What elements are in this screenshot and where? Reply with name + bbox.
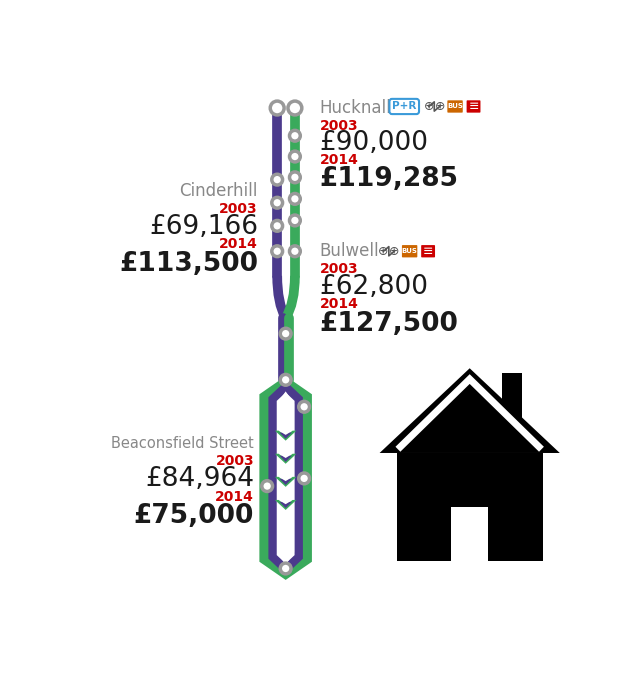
Circle shape: [280, 563, 291, 574]
Text: 2003: 2003: [216, 454, 254, 468]
Text: ≡: ≡: [469, 100, 479, 113]
Text: ≡: ≡: [423, 245, 434, 258]
FancyBboxPatch shape: [421, 245, 435, 257]
Circle shape: [299, 473, 309, 484]
Text: 2003: 2003: [320, 119, 358, 133]
PathPatch shape: [277, 391, 294, 565]
PathPatch shape: [275, 500, 297, 510]
Circle shape: [290, 194, 301, 205]
Text: £62,800: £62,800: [320, 273, 429, 299]
Text: £69,166: £69,166: [149, 213, 258, 239]
PathPatch shape: [280, 479, 292, 485]
Text: 2014: 2014: [215, 490, 254, 504]
Circle shape: [272, 246, 283, 256]
Text: BUS: BUS: [447, 104, 463, 110]
PathPatch shape: [280, 456, 292, 462]
PathPatch shape: [275, 477, 297, 487]
Text: 2014: 2014: [320, 297, 358, 312]
Text: ⊕: ⊕: [389, 245, 399, 258]
Circle shape: [280, 328, 291, 339]
Circle shape: [270, 101, 284, 115]
Polygon shape: [380, 368, 560, 453]
Bar: [396, 453, 543, 561]
Bar: [502, 373, 522, 419]
Text: Beaconsfield Street: Beaconsfield Street: [112, 436, 254, 451]
Text: ⊕: ⊕: [424, 100, 434, 113]
Text: BUS: BUS: [402, 248, 418, 254]
FancyBboxPatch shape: [448, 100, 463, 113]
Text: £113,500: £113,500: [119, 250, 258, 277]
FancyBboxPatch shape: [467, 100, 481, 113]
Circle shape: [272, 174, 283, 185]
PathPatch shape: [280, 502, 292, 508]
Circle shape: [290, 130, 301, 141]
Text: 2003: 2003: [320, 262, 358, 276]
Text: £90,000: £90,000: [320, 130, 429, 155]
Circle shape: [290, 151, 301, 162]
PathPatch shape: [275, 454, 297, 464]
Text: £119,285: £119,285: [320, 166, 458, 192]
PathPatch shape: [275, 430, 297, 441]
Text: 2014: 2014: [320, 153, 358, 167]
Circle shape: [280, 374, 291, 385]
Text: £84,964: £84,964: [145, 466, 254, 492]
Text: 2003: 2003: [219, 202, 258, 216]
Circle shape: [272, 220, 283, 231]
Circle shape: [299, 402, 309, 412]
Circle shape: [288, 101, 302, 115]
Text: ⊕: ⊕: [378, 245, 389, 258]
Bar: [451, 507, 488, 561]
Text: Bulwell: Bulwell: [320, 242, 379, 261]
Text: 2014: 2014: [219, 237, 258, 251]
Text: Cinderhill: Cinderhill: [179, 182, 258, 201]
Text: £75,000: £75,000: [134, 503, 254, 529]
Circle shape: [262, 481, 273, 492]
Text: Hucknall: Hucknall: [320, 99, 391, 117]
Circle shape: [290, 246, 301, 256]
Text: ⊕: ⊕: [434, 100, 445, 113]
Circle shape: [290, 215, 301, 226]
Text: P+R: P+R: [392, 102, 417, 111]
PathPatch shape: [280, 432, 292, 439]
Text: £127,500: £127,500: [320, 310, 458, 337]
Circle shape: [290, 172, 301, 183]
FancyBboxPatch shape: [402, 245, 417, 257]
Circle shape: [272, 197, 283, 208]
